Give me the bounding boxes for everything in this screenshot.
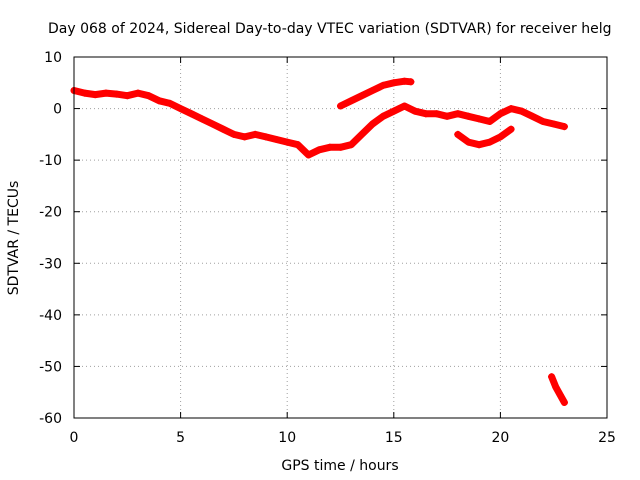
data-point-main-track-22 (305, 151, 313, 159)
data-point-upper-arc-0 (337, 102, 344, 110)
data-point-main-track-21 (294, 141, 302, 149)
data-point-upper-arc-6 (400, 77, 408, 85)
data-point-lower-dip-1 (464, 138, 472, 146)
data-point-lower-dip-2 (475, 141, 483, 149)
data-point-main-track-30 (390, 107, 398, 115)
data-point-main-track-14 (219, 125, 227, 133)
data-point-upper-arc-2 (358, 92, 366, 100)
data-point-main-track-42 (518, 107, 526, 115)
data-point-main-track-6 (134, 89, 142, 97)
x-tick-label-3: 15 (385, 430, 403, 446)
data-point-main-track-9 (166, 99, 174, 107)
plot-frame (73, 56, 608, 419)
y-tick-label-6: -50 (39, 359, 62, 375)
y-tick-label-5: -40 (39, 308, 62, 324)
y-tick-label-3: -20 (39, 205, 62, 221)
y-tick-label-4: -30 (39, 256, 62, 272)
data-point-lower-dip-0 (454, 130, 462, 138)
data-point-upper-arc-5 (390, 79, 398, 87)
series-late-drop (548, 373, 568, 407)
data-point-main-track-34 (432, 110, 440, 118)
data-point-main-track-11 (187, 110, 195, 118)
x-tick-label-4: 20 (491, 430, 509, 446)
data-point-main-track-28 (368, 120, 376, 128)
data-point-main-track-19 (273, 136, 281, 144)
data-point-main-track-10 (177, 105, 185, 113)
x-tick-label-0: 0 (70, 430, 79, 446)
data-point-main-track-45 (550, 120, 558, 128)
data-point-lower-dip-4 (496, 133, 504, 141)
data-point-main-track-38 (475, 115, 483, 123)
y-tick-label-7: -60 (39, 411, 62, 427)
data-point-upper-arc-3 (368, 87, 376, 95)
data-point-main-track-5 (123, 92, 131, 100)
data-point-main-track-8 (155, 97, 163, 105)
axis-ticks: 0 5 10 15 20 25 10 0 -10 -20 -30 -40 -50 -60 (39, 50, 616, 446)
data-point-main-track-2 (91, 91, 99, 99)
data-point-main-track-36 (454, 110, 462, 118)
data-point-main-track-17 (251, 130, 259, 138)
data-point-late-drop-0 (548, 373, 556, 381)
data-point-main-track-24 (326, 143, 334, 151)
x-axis-label: GPS time / hours (281, 458, 398, 474)
data-point-main-track-23 (315, 146, 323, 154)
data-point-late-drop-3 (560, 399, 568, 407)
data-point-main-track-7 (145, 92, 153, 100)
data-point-lower-dip-5 (507, 125, 515, 133)
series-main-track (70, 87, 568, 159)
y-tick-label-0: 10 (44, 50, 62, 66)
series-lower-dip (454, 125, 515, 149)
data-point-upper-arc-1 (347, 97, 355, 105)
data-point-main-track-29 (379, 112, 387, 120)
y-tick-label-2: -10 (39, 153, 62, 169)
data-point-main-track-27 (358, 130, 366, 138)
data-point-main-track-12 (198, 115, 206, 123)
data-point-main-track-26 (347, 141, 355, 149)
data-point-late-drop-1 (552, 383, 560, 391)
data-point-main-track-46 (560, 123, 568, 131)
x-tick-label-5: 25 (598, 430, 616, 446)
data-points (70, 77, 568, 407)
data-point-upper-arc-7 (407, 78, 415, 86)
data-point-late-drop-2 (556, 391, 564, 399)
data-point-upper-arc-4 (379, 81, 387, 89)
data-point-main-track-31 (400, 102, 408, 110)
data-point-main-track-44 (539, 117, 547, 125)
data-point-main-track-4 (113, 90, 121, 98)
data-point-main-track-20 (283, 138, 291, 146)
data-point-main-track-33 (422, 110, 430, 118)
data-point-main-track-15 (230, 130, 238, 138)
data-point-main-track-16 (241, 133, 249, 141)
data-point-main-track-32 (411, 107, 419, 115)
data-point-main-track-35 (443, 112, 451, 120)
y-tick-label-1: 0 (53, 102, 62, 118)
data-point-lower-dip-3 (486, 138, 494, 146)
series-line-lower-dip (454, 125, 515, 149)
data-point-main-track-40 (496, 110, 504, 118)
data-point-main-track-37 (464, 112, 472, 120)
data-point-main-track-41 (507, 105, 515, 113)
y-axis-label: SDTVAR / TECUs (6, 181, 22, 296)
x-tick-label-1: 5 (176, 430, 185, 446)
data-point-main-track-3 (102, 89, 110, 97)
x-tick-label-2: 10 (278, 430, 296, 446)
data-point-main-track-43 (528, 112, 536, 120)
series-upper-arc (337, 77, 415, 110)
data-point-main-track-18 (262, 133, 270, 141)
data-point-main-track-1 (81, 89, 89, 97)
chart-title: Day 068 of 2024, Sidereal Day-to-day VTE… (48, 21, 611, 37)
data-point-main-track-13 (209, 120, 217, 128)
data-point-main-track-25 (337, 143, 344, 151)
data-point-main-track-39 (486, 117, 494, 125)
series-line-late-drop (548, 373, 568, 406)
